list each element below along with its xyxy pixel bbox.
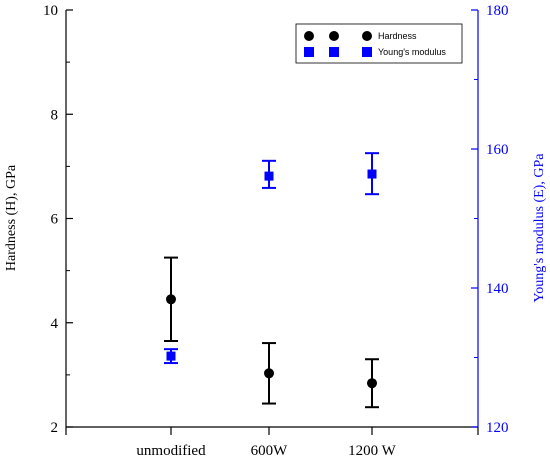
- left-y-tick-label: 4: [51, 316, 59, 332]
- series-youngs-modulus: [164, 152, 379, 365]
- left-y-tick-label: 10: [43, 3, 58, 19]
- legend-marker: [362, 31, 372, 41]
- data-point: [166, 351, 176, 361]
- data-point: [264, 171, 274, 181]
- legend-label: Young's modulus: [378, 47, 446, 57]
- right-y-tick-label: 160: [486, 142, 509, 158]
- legend-marker: [329, 47, 339, 57]
- legend-marker: [304, 47, 314, 57]
- x-tick-label: 600W: [251, 443, 289, 459]
- data-point: [264, 368, 274, 379]
- right-y-tick-label: 120: [486, 420, 509, 436]
- left-y-axis-title: Hardness (H), GPa: [4, 164, 19, 271]
- right-y-tick-label: 180: [486, 3, 509, 19]
- right-y-tick-label: 140: [486, 281, 509, 297]
- legend-label: Hardness: [378, 31, 417, 41]
- x-axis-ticks: unmodified 600W 1200 W: [65, 427, 479, 459]
- x-tick-label: unmodified: [136, 443, 206, 459]
- legend-box: [295, 23, 463, 64]
- left-y-axis-ticks: 2 4 6 8 10: [43, 3, 73, 436]
- legend-marker: [329, 31, 339, 41]
- left-y-tick-label: 6: [51, 212, 59, 228]
- legend-marker: [362, 47, 372, 57]
- right-y-axis-ticks: 120 140 160 180: [471, 3, 509, 436]
- series-layer: [164, 152, 379, 409]
- right-y-axis-title: Young's modulus (E), GPa: [532, 153, 547, 303]
- data-point: [367, 378, 377, 389]
- left-y-tick-label: 2: [51, 420, 59, 436]
- data-point: [166, 294, 176, 305]
- data-point: [367, 169, 377, 179]
- series-hardness: [164, 256, 379, 409]
- legend-marker: [304, 31, 314, 41]
- left-y-tick-label: 8: [51, 107, 59, 123]
- legend: Hardness Young's modulus: [295, 23, 463, 64]
- x-tick-label: 1200 W: [348, 443, 396, 459]
